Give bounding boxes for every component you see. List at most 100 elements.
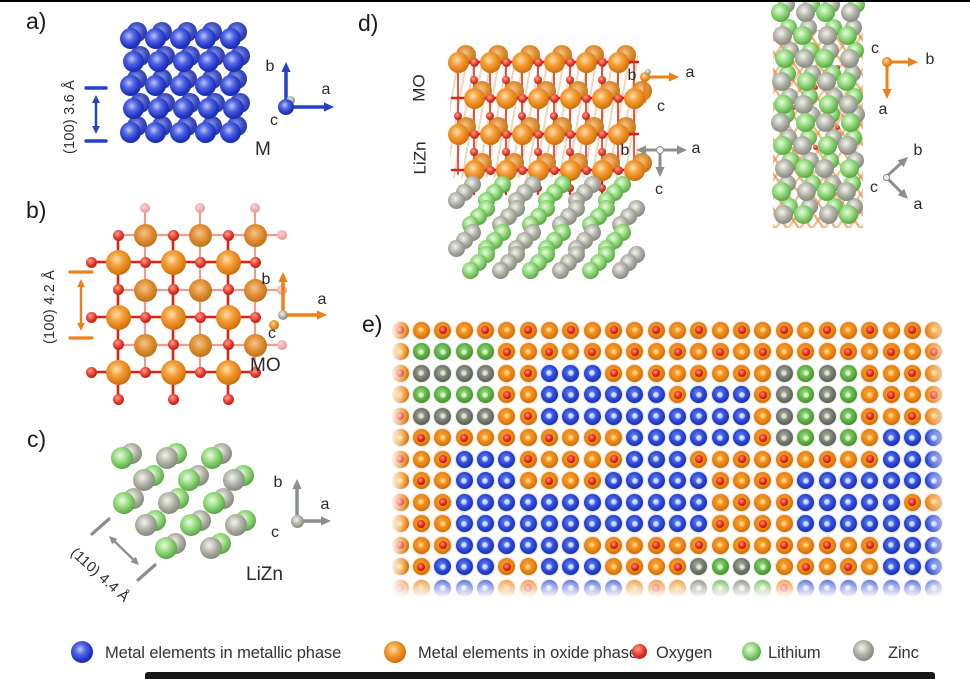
oxide-metal-atom-with-oxygen <box>733 493 751 511</box>
lizn-atom-back <box>846 41 864 59</box>
oxide-metal-atom <box>479 51 501 73</box>
oxide-metal-atom <box>160 249 186 275</box>
oxide-metal-atom <box>711 321 729 339</box>
oxide-metal-atom <box>412 536 430 554</box>
metal-atom-back <box>152 69 172 89</box>
oxide-metal-atom-with-oxygen <box>775 450 793 468</box>
lizn-atom <box>794 48 814 68</box>
oxide-metal-atom-with-oxygen <box>775 321 793 339</box>
lithium-atom <box>839 386 857 403</box>
oxide-metal-atom <box>605 343 622 360</box>
zinc-atom <box>818 386 836 403</box>
lizn-atom <box>491 261 509 279</box>
lizn-atom-back <box>844 128 862 146</box>
oxide-metal-atom-with-oxygen <box>540 343 558 360</box>
legend-oxide-metal-label: Metal elements in oxide phase <box>418 644 638 662</box>
oxide-metal-atom-with-oxygen <box>925 343 943 360</box>
metallic-metal-atom <box>818 515 836 532</box>
oxygen-atom <box>834 184 840 190</box>
oxygen-atom <box>549 165 559 175</box>
oxide-metal-atom-with-oxygen <box>519 364 537 382</box>
oxygen-atom <box>222 229 234 241</box>
lizn-atom <box>770 112 790 132</box>
lizn-atom <box>178 469 200 491</box>
oxygen-atom <box>469 57 479 67</box>
oxide-metal-atom <box>754 450 772 468</box>
oxide-metal-atom <box>861 386 879 403</box>
metal-atom <box>172 98 194 119</box>
oxide-metal-atom-with-oxygen <box>903 407 921 425</box>
oxide-metal-atom <box>626 536 644 554</box>
metal-atom-back <box>205 92 225 113</box>
lizn-atom <box>771 71 791 91</box>
oxide-metal-atom <box>391 472 409 489</box>
oxide-metal-atom-with-oxygen <box>861 407 879 425</box>
oxide-metal-atom-back <box>616 117 636 137</box>
lizn-atom-back <box>825 87 843 105</box>
oxide-metal-atom <box>543 123 565 145</box>
metal-atom <box>119 27 141 49</box>
metallic-metal-atom <box>476 558 494 575</box>
oxygen-atom <box>598 184 606 192</box>
oxide-metal-atom-with-oxygen <box>903 493 921 511</box>
metallic-metal-atom <box>839 515 857 532</box>
oxide-metal-atom <box>882 407 900 425</box>
oxide-metal-atom <box>754 536 772 554</box>
oxide-metal-atom <box>519 386 537 403</box>
lithium-atom <box>455 386 473 403</box>
lizn-atom <box>613 175 631 193</box>
oxide-metal-atom <box>215 249 241 275</box>
metallic-metal-atom <box>455 558 473 575</box>
metal-atom <box>222 98 244 119</box>
oxide-metal-atom-with-oxygen <box>562 450 580 468</box>
lizn-atom-back <box>801 151 819 169</box>
lizn-atom <box>537 191 555 209</box>
lizn-atom <box>135 514 157 536</box>
oxide-metal-atom <box>498 321 516 339</box>
oxygen-atom <box>222 339 234 350</box>
oxide-metal-atom-with-oxygen <box>498 558 516 575</box>
lizn-atom <box>515 183 533 201</box>
oxide-metal-atom <box>105 359 131 385</box>
oxide-metal-atom <box>925 407 943 425</box>
lizn-atom <box>773 204 793 224</box>
panel-d-lizn-side-axis-a-label: a <box>913 196 923 214</box>
lizn-atom-back <box>824 18 842 36</box>
oxygen-atom <box>167 229 179 241</box>
oxide-metal-atom <box>391 429 409 446</box>
lizn-atom <box>521 261 539 279</box>
lizn-atom <box>597 191 615 209</box>
zinc-atom <box>818 364 836 382</box>
lizn-atom <box>589 207 607 225</box>
oxygen-atom <box>597 57 607 67</box>
metallic-metal-atom <box>797 515 815 532</box>
oxide-metal-atom <box>669 364 687 382</box>
oxide-metal-atom-with-oxygen <box>690 536 708 554</box>
zinc-atom <box>775 407 793 425</box>
metallic-metal-atom <box>882 536 900 554</box>
metal-atom <box>119 74 141 96</box>
oxide-metal-atom <box>527 159 549 181</box>
oxygen-atom <box>613 93 623 103</box>
legend-metallic-metal-swatch <box>71 641 93 663</box>
lithium-atom <box>412 386 430 403</box>
lizn-atom-back <box>847 105 865 123</box>
metal-atom <box>219 121 241 143</box>
oxide-metal-atom <box>626 579 644 597</box>
oxide-metal-atom <box>463 159 485 181</box>
lizn-atom <box>537 199 555 217</box>
oxide-metal-atom-with-oxygen <box>583 429 601 446</box>
lizn-atom <box>507 245 525 263</box>
oxygen-atom-back <box>222 285 233 295</box>
metallic-metal-atom <box>669 450 687 468</box>
lizn-atom <box>477 199 495 217</box>
metallic-metal-atom <box>605 493 622 511</box>
oxygen-atom <box>598 148 606 156</box>
zinc-atom <box>690 558 708 575</box>
panel-d-mo-layer-label: MO <box>409 74 429 102</box>
oxide-metal-atom-with-oxygen <box>733 450 751 468</box>
lizn-atom <box>553 223 571 241</box>
metal-atom-back <box>152 22 172 42</box>
metallic-metal-atom <box>562 579 580 597</box>
